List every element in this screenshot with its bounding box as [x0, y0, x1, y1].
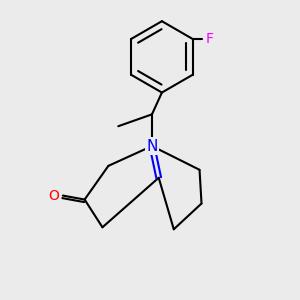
Text: O: O: [49, 189, 59, 202]
Text: N: N: [146, 139, 158, 154]
Text: F: F: [206, 32, 213, 46]
